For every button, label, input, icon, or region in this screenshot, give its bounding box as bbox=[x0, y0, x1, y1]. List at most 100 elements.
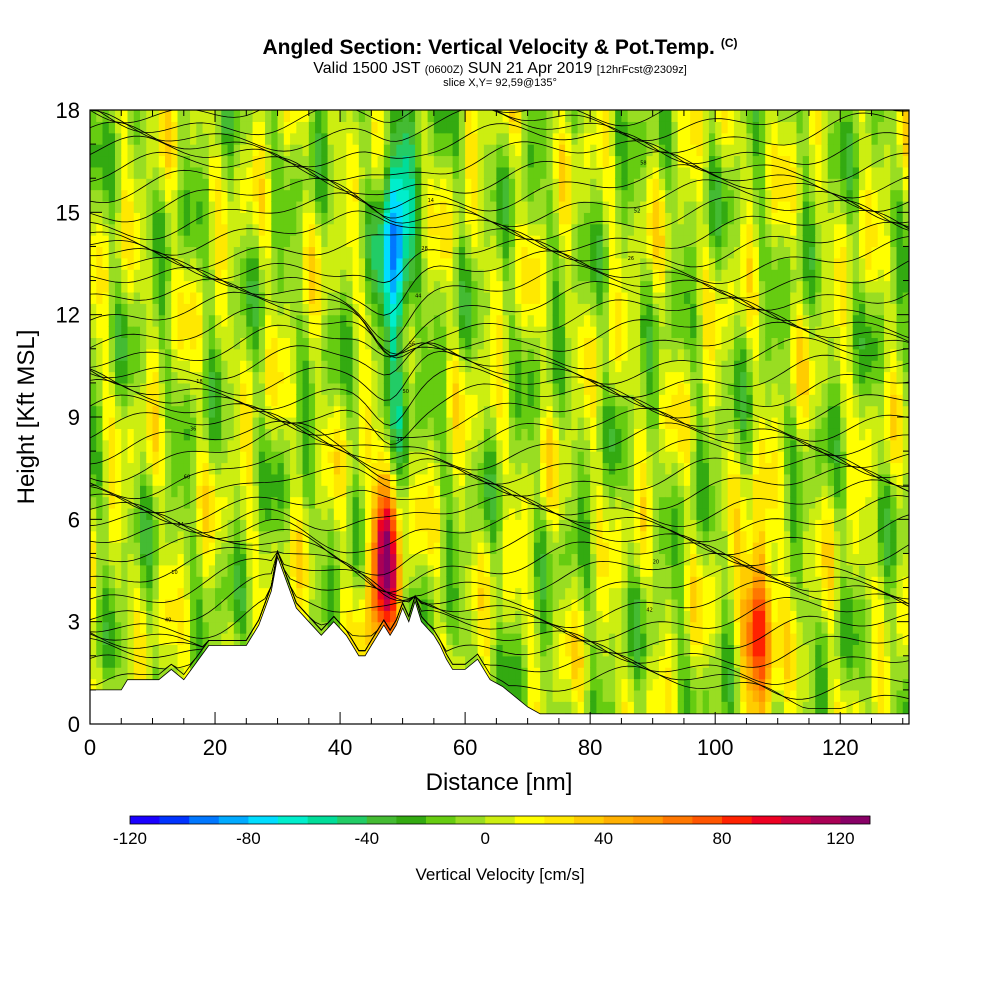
field-cell bbox=[190, 166, 197, 179]
field-cell bbox=[296, 110, 304, 122]
field-cell bbox=[540, 235, 547, 248]
field-cell bbox=[358, 166, 366, 179]
field-cell bbox=[215, 121, 222, 134]
field-cell bbox=[340, 587, 347, 600]
field-cell bbox=[183, 144, 191, 157]
field-cell bbox=[665, 655, 673, 668]
field-cell bbox=[533, 144, 541, 157]
field-cell bbox=[171, 371, 179, 384]
field-cell bbox=[552, 348, 560, 361]
field-cell bbox=[546, 633, 554, 646]
field-cell bbox=[190, 576, 197, 589]
field-cell bbox=[390, 405, 397, 418]
field-cell bbox=[196, 314, 204, 327]
field-cell bbox=[458, 610, 466, 623]
field-cell bbox=[221, 576, 229, 589]
field-cell bbox=[377, 200, 385, 213]
field-cell bbox=[227, 553, 235, 566]
field-cell bbox=[658, 621, 666, 634]
field-cell bbox=[258, 246, 266, 259]
field-cell bbox=[165, 428, 172, 441]
field-cell bbox=[240, 587, 247, 600]
field-cell bbox=[240, 621, 247, 634]
field-cell bbox=[227, 576, 235, 589]
field-cell bbox=[140, 178, 147, 191]
field-cell bbox=[465, 348, 472, 361]
field-cell bbox=[521, 394, 529, 407]
field-cell bbox=[315, 178, 322, 191]
field-cell bbox=[421, 110, 429, 122]
field-cell bbox=[527, 121, 535, 134]
field-cell bbox=[508, 235, 516, 248]
field-cell bbox=[96, 246, 104, 259]
field-cell bbox=[390, 428, 397, 441]
field-cell bbox=[440, 417, 447, 429]
field-cell bbox=[121, 326, 129, 339]
field-cell bbox=[258, 507, 266, 520]
field-cell bbox=[171, 337, 179, 350]
field-cell bbox=[177, 587, 185, 600]
field-cell bbox=[590, 485, 597, 498]
field-cell bbox=[327, 110, 335, 122]
field-cell bbox=[383, 132, 391, 145]
field-cell bbox=[652, 633, 660, 646]
field-cell bbox=[290, 337, 297, 350]
field-cell bbox=[183, 314, 191, 327]
field-cell bbox=[565, 189, 572, 202]
field-cell bbox=[408, 405, 416, 418]
field-cell bbox=[108, 496, 116, 509]
field-cell bbox=[502, 314, 510, 327]
field-cell bbox=[552, 644, 560, 657]
field-cell bbox=[590, 473, 597, 486]
field-cell bbox=[296, 212, 304, 225]
field-cell bbox=[208, 451, 216, 464]
field-cell bbox=[621, 451, 629, 464]
field-cell bbox=[233, 633, 241, 646]
field-cell bbox=[265, 462, 272, 475]
field-cell bbox=[258, 382, 266, 395]
field-cell bbox=[183, 507, 191, 520]
field-cell bbox=[452, 644, 460, 657]
field-cell bbox=[90, 439, 97, 452]
field-cell bbox=[533, 132, 541, 145]
field-cell bbox=[296, 496, 304, 509]
field-cell bbox=[296, 291, 304, 304]
field-cell bbox=[640, 519, 648, 532]
field-cell bbox=[590, 428, 597, 441]
field-cell bbox=[321, 576, 329, 589]
field-cell bbox=[515, 200, 522, 213]
field-cell bbox=[321, 337, 329, 350]
field-cell bbox=[508, 473, 516, 486]
field-cell bbox=[346, 633, 354, 646]
field-cell bbox=[583, 326, 591, 339]
field-cell bbox=[483, 269, 491, 282]
field-cell bbox=[446, 269, 454, 282]
field-cell bbox=[302, 212, 310, 225]
field-cell bbox=[465, 269, 472, 282]
field-cell bbox=[502, 394, 510, 407]
field-cell bbox=[133, 473, 141, 486]
field-cell bbox=[627, 678, 635, 691]
field-cell bbox=[602, 235, 610, 248]
field-cell bbox=[252, 132, 260, 145]
field-cell bbox=[521, 462, 529, 475]
field-cell bbox=[496, 564, 504, 577]
field-cell bbox=[665, 667, 673, 680]
field-cell bbox=[658, 667, 666, 680]
field-cell bbox=[265, 189, 272, 202]
field-cell bbox=[271, 485, 279, 498]
field-cell bbox=[496, 314, 504, 327]
field-cell bbox=[627, 326, 635, 339]
field-cell bbox=[496, 166, 504, 179]
field-cell bbox=[458, 348, 466, 361]
field-cell bbox=[646, 166, 654, 179]
field-cell bbox=[140, 269, 147, 282]
field-cell bbox=[658, 223, 666, 236]
field-cell bbox=[133, 542, 141, 555]
field-cell bbox=[440, 462, 447, 475]
field-cell bbox=[502, 246, 510, 259]
field-cell bbox=[327, 485, 335, 498]
field-cell bbox=[602, 223, 610, 236]
field-cell bbox=[90, 507, 97, 520]
field-cell bbox=[658, 132, 666, 145]
